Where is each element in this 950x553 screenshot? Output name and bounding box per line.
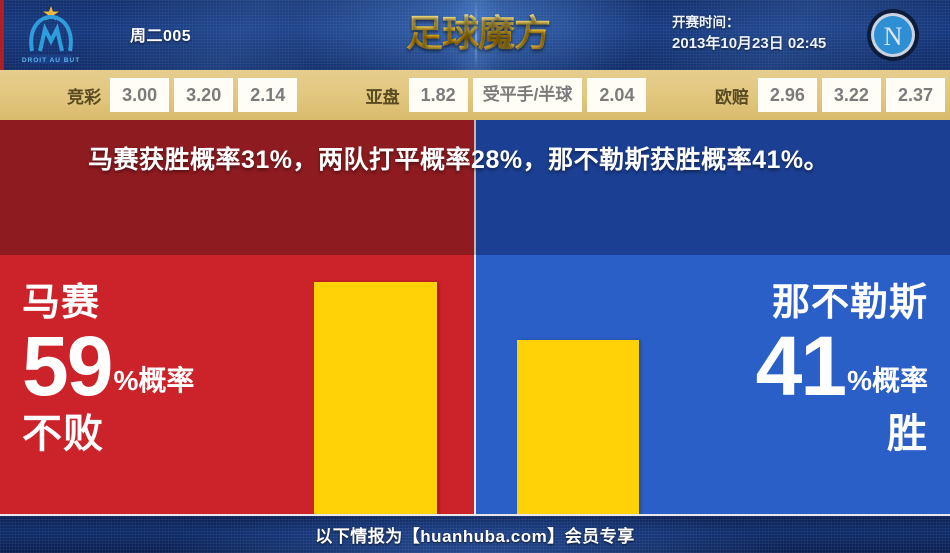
odds-label-yapan: 亚盘	[365, 87, 400, 107]
away-percent-value: 41	[755, 319, 847, 413]
napoli-crest-icon: N	[867, 9, 919, 61]
odds-cell-oupei-draw[interactable]: 3.22	[821, 78, 881, 112]
headline-band-divider	[474, 120, 476, 255]
home-percent-value: 59	[22, 319, 113, 413]
odds-cell-jingcai-away[interactable]: 2.14	[238, 78, 298, 112]
odds-group-jingcai: 竞彩 3.00 3.20 2.14	[58, 70, 302, 120]
footer-texture	[0, 516, 950, 553]
odds-label-oupei: 欧赔	[714, 87, 749, 107]
odds-group-yapan: 亚盘 1.82 受平手/半球 2.04	[357, 70, 652, 120]
home-team-name: 马赛	[22, 282, 101, 324]
home-percent-suffix: %概率	[113, 365, 195, 396]
header-light-ray	[475, 0, 477, 70]
probability-chart: 马赛 59 %概率 不败 那不勒斯 41 %概率 胜	[0, 255, 950, 516]
headline-text: 马赛获胜概率31%，两队打平概率28%，那不勒斯获胜概率41%。	[88, 146, 830, 174]
footer-bar: 以下情报为【huanhuba.com】会员专享	[0, 516, 950, 553]
footer-top-rule	[0, 514, 950, 516]
panel-divider	[474, 255, 476, 516]
odds-cell-oupei-home[interactable]: 2.96	[757, 78, 817, 112]
odds-cell-oupei-away[interactable]: 2.37	[885, 78, 945, 112]
headline-band: 马赛获胜概率31%，两队打平概率28%，那不勒斯获胜概率41%。	[0, 120, 950, 255]
odds-label-jingcai: 竞彩	[67, 87, 102, 107]
odds-bar: 竞彩 3.00 3.20 2.14 亚盘 1.82 受平手/半球 2.04 欧赔…	[0, 70, 950, 120]
away-team-name: 那不勒斯	[771, 282, 928, 324]
home-stats: 马赛 59 %概率 不败	[22, 281, 194, 457]
match-label: 周二005	[130, 28, 192, 45]
odds-cell-jingcai-draw[interactable]: 3.20	[174, 78, 234, 112]
away-percent-row: 41 %概率	[755, 319, 928, 413]
away-percent-suffix: %概率	[847, 365, 928, 396]
odds-cell-jingcai-home[interactable]: 3.00	[110, 78, 170, 112]
home-verdict: 不败	[22, 412, 104, 456]
kickoff-label: 开赛时间：	[672, 15, 740, 30]
odds-cell-yapan-home[interactable]: 1.82	[408, 78, 468, 112]
odds-cell-yapan-away[interactable]: 2.04	[587, 78, 647, 112]
footer-text: 以下情报为【huanhuba.com】会员专享	[315, 527, 635, 546]
odds-group-oupei: 欧赔 2.96 3.22 2.37	[706, 70, 950, 120]
away-stats: 那不勒斯 41 %概率 胜	[756, 281, 928, 457]
away-verdict: 胜	[887, 412, 928, 456]
brand-logo-text: 足球魔方	[406, 8, 556, 60]
svg-text:N: N	[884, 22, 903, 51]
brand-logo: 足球魔方	[406, 8, 556, 60]
kickoff-info: 开赛时间： 2013年10月23日 02:45	[672, 12, 826, 54]
header-diagonal-left	[74, 0, 406, 70]
marseille-crest-icon: DROIT AU BUT	[22, 6, 80, 64]
kickoff-time: 2013年10月23日 02:45	[672, 35, 827, 52]
header-bar: DROIT AU BUT 周二005 足球魔方 开赛时间： 2013年10月23…	[0, 0, 950, 70]
away-probability-bar	[517, 340, 639, 516]
svg-text:DROIT AU BUT: DROIT AU BUT	[22, 57, 80, 64]
header-red-edge	[0, 0, 4, 70]
odds-cell-yapan-handicap[interactable]: 受平手/半球	[472, 78, 583, 112]
home-percent-row: 59 %概率	[22, 319, 195, 413]
home-probability-bar	[314, 282, 437, 516]
